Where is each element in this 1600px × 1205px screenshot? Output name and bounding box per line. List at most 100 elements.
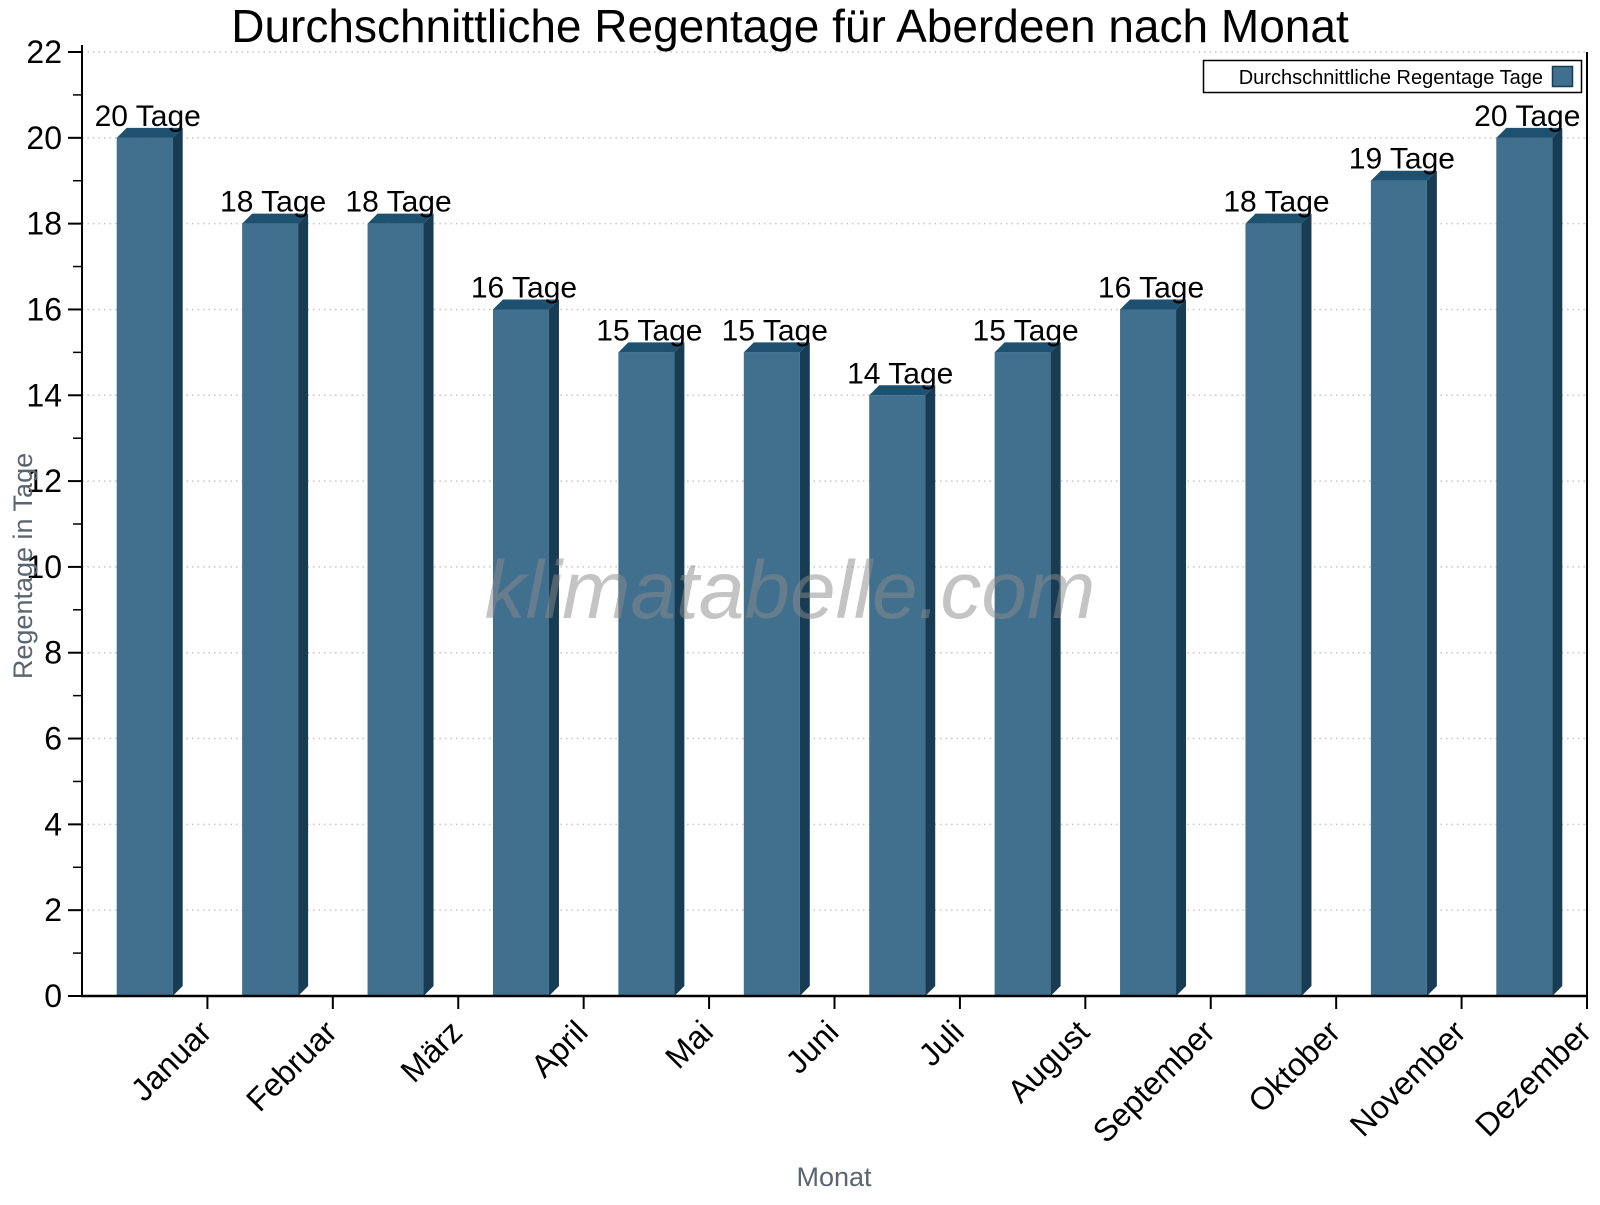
bar-side-face — [1050, 342, 1061, 996]
bar-side-face — [1301, 213, 1312, 997]
bar-front-face — [1120, 309, 1177, 996]
y-tick-label: 8 — [44, 635, 62, 671]
bar-top-face — [1496, 127, 1563, 138]
bar-front-face — [1496, 137, 1553, 996]
bar-value-label: 20 Tage — [95, 100, 201, 133]
bar-value-labels: 20 Tage 18 Tage 18 Tage 16 Tage 15 Tage 15 Ta… — [95, 100, 1581, 390]
y-tick-label: 14 — [26, 377, 62, 413]
bar-september — [1120, 299, 1187, 996]
gridlines — [82, 51, 1587, 911]
bar-front-face — [743, 352, 800, 996]
y-axis-label: Regentage in Tage — [8, 453, 38, 679]
x-tick-label-group: Dezember — [1468, 1013, 1598, 1143]
x-tick-label-group: Juni — [778, 1013, 845, 1080]
y-tick-label: 0 — [44, 978, 62, 1014]
bar-side-face — [1176, 299, 1187, 996]
legend-swatch — [1551, 65, 1574, 88]
bar-front-face — [1245, 223, 1302, 997]
bar-front-face — [618, 352, 675, 996]
bar-januar — [116, 127, 183, 997]
bar-top-face — [242, 213, 309, 224]
x-tick-label-group: Januar — [124, 1013, 219, 1108]
bar-value-label: 18 Tage — [1223, 186, 1329, 219]
x-tick-label: März — [393, 1013, 469, 1089]
y-tick-label: 22 — [26, 34, 62, 70]
bar-side-face — [1552, 127, 1563, 997]
bar-value-label: 15 Tage — [973, 314, 1079, 347]
x-tick-label-group: Juli — [911, 1013, 970, 1072]
x-tick-label: September — [1086, 1013, 1222, 1149]
bar-side-face — [423, 213, 434, 997]
y-tick-label: 2 — [44, 892, 62, 928]
bar-value-label: 19 Tage — [1349, 143, 1455, 176]
legend-label: Durchschnittliche Regentage Tage — [1239, 67, 1543, 89]
bar-april — [492, 299, 559, 996]
x-tick-label-group: März — [393, 1013, 469, 1089]
bar-top-face — [618, 342, 685, 353]
bar-juni — [743, 342, 810, 996]
x-tick-label: Mai — [658, 1013, 720, 1075]
bar-value-label: 16 Tage — [471, 271, 577, 304]
bar-mai — [618, 342, 685, 996]
legend-box — [1202, 59, 1583, 94]
bar-value-label: 14 Tage — [847, 357, 953, 390]
x-tick-label-group: Februar — [239, 1013, 344, 1118]
bar-side-face — [925, 385, 936, 997]
bar-value-label: 18 Tage — [220, 186, 326, 219]
bar-value-label: 15 Tage — [722, 314, 828, 347]
y-tick-label: 6 — [44, 721, 62, 757]
bar-top-face — [743, 342, 810, 353]
x-tick-label: Dezember — [1468, 1013, 1598, 1143]
y-tick-label: 12 — [26, 463, 62, 499]
bar-side-face — [799, 342, 810, 996]
bar-top-face — [994, 342, 1061, 353]
bar-dezember — [1496, 127, 1563, 997]
bar-side-face — [298, 213, 309, 997]
x-tick-label: Juli — [911, 1013, 970, 1072]
bar-value-label: 15 Tage — [596, 314, 702, 347]
bar-value-label: 20 Tage — [1474, 100, 1580, 133]
bar-top-face — [116, 127, 183, 138]
legend: Durchschnittliche Regentage Tage — [1202, 59, 1583, 94]
bar-front-face — [492, 309, 549, 996]
x-tick-label-group: April — [524, 1013, 595, 1084]
bar-side-face — [172, 127, 183, 997]
bar-top-face — [869, 385, 936, 396]
bar-front-face — [869, 395, 926, 997]
x-tick-label: Januar — [124, 1013, 219, 1108]
x-tick-label: Juni — [778, 1013, 845, 1080]
x-tick-label: Februar — [239, 1013, 344, 1118]
y-tick-label: 4 — [44, 806, 62, 842]
x-tick-label: Oktober — [1241, 1013, 1347, 1119]
y-tick-label: 20 — [26, 120, 62, 156]
bar-november — [1370, 170, 1437, 996]
x-axis-tick-labels: Januar Februar März April Mai Juni Juli AugustS… — [124, 1013, 1598, 1149]
y-tick-label: 18 — [26, 206, 62, 242]
bar-front-face — [116, 137, 173, 996]
bar-top-face — [1370, 170, 1437, 181]
bar-august — [994, 342, 1061, 996]
x-tick-label: August — [1000, 1013, 1096, 1109]
bar-märz — [367, 213, 434, 997]
x-tick-label-group: Oktober — [1241, 1013, 1347, 1119]
x-tick-label: April — [524, 1013, 595, 1084]
bar-front-face — [1370, 180, 1427, 996]
x-tick-label-group: August — [1000, 1013, 1096, 1109]
x-tick-label-group: September — [1086, 1013, 1222, 1149]
bar-value-label: 18 Tage — [345, 186, 451, 219]
x-tick-label-group: Mai — [658, 1013, 720, 1075]
bars — [116, 127, 1563, 997]
x-axis-ticks — [206, 996, 1588, 1009]
y-tick-label: 10 — [26, 549, 62, 585]
bar-oktober — [1245, 213, 1312, 997]
bar-value-label: 16 Tage — [1098, 271, 1204, 304]
bar-front-face — [242, 223, 299, 997]
bar-top-face — [1245, 213, 1312, 224]
bar-side-face — [548, 299, 559, 996]
bar-front-face — [367, 223, 424, 997]
x-tick-label: November — [1343, 1013, 1473, 1143]
x-axis-label: Monat — [796, 1162, 872, 1192]
y-axis-ticks: 0 2 4 6 8 10 12 14 16 18 20 22 — [26, 34, 82, 1014]
bar-top-face — [1120, 299, 1187, 310]
